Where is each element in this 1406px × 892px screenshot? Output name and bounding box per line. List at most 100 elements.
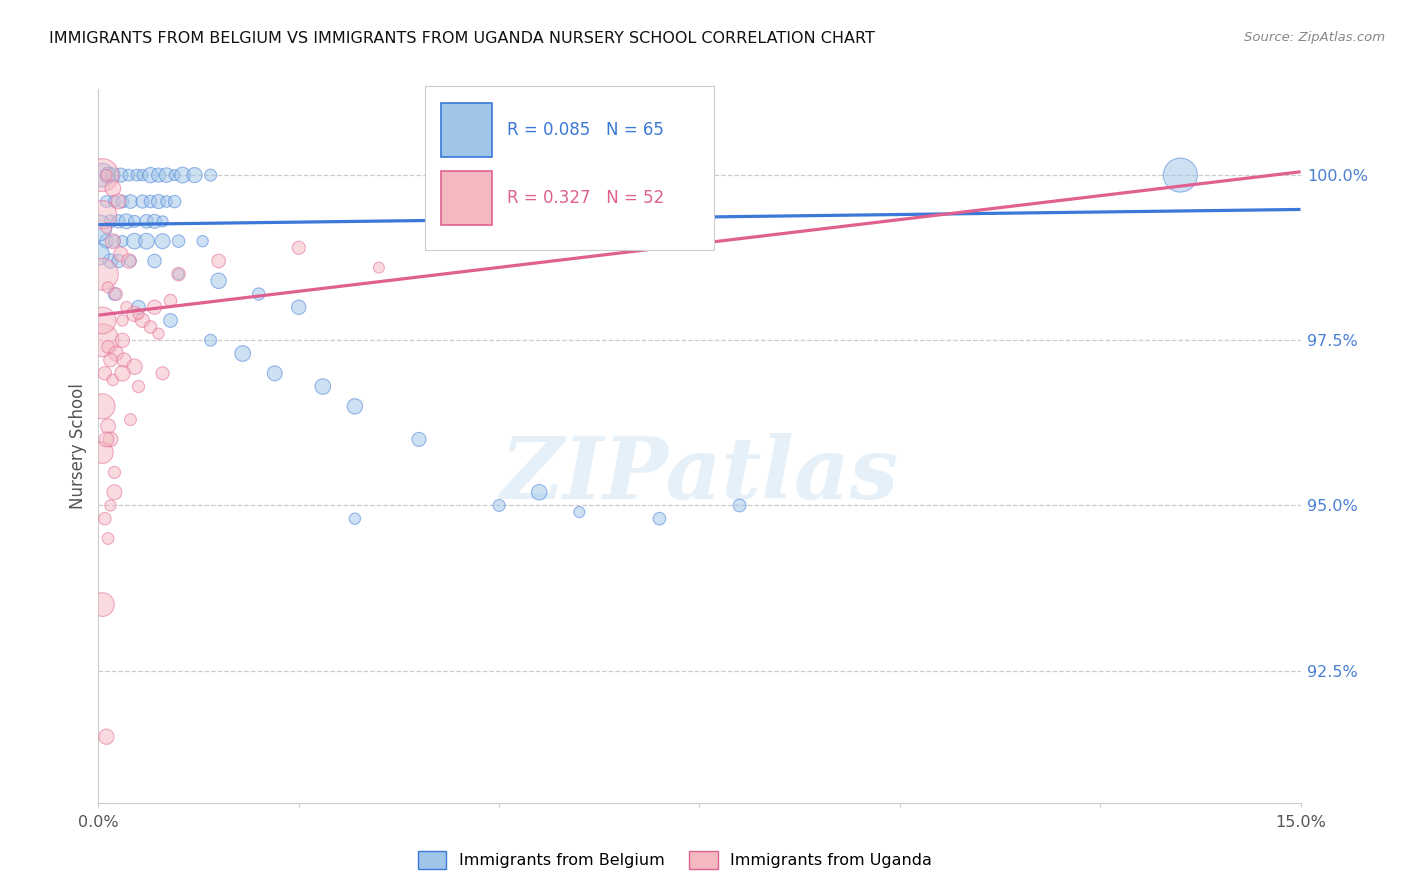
Point [263, 367, 285, 381]
Point [115, 214, 138, 228]
Point [120, 194, 142, 209]
Point [105, 346, 128, 360]
Text: R = 0.327   N = 52: R = 0.327 N = 52 [508, 189, 665, 207]
Point [110, 168, 132, 182]
Point [97, 280, 120, 294]
Point [135, 234, 157, 248]
Point [96, 168, 118, 182]
Point [200, 333, 222, 347]
Point [159, 313, 181, 327]
Point [148, 326, 170, 341]
Point [648, 511, 671, 525]
FancyBboxPatch shape [426, 86, 714, 250]
Text: IMMIGRANTS FROM BELGIUM VS IMMIGRANTS FROM UGANDA NURSERY SCHOOL CORRELATION CHA: IMMIGRANTS FROM BELGIUM VS IMMIGRANTS FR… [49, 31, 875, 46]
Point [120, 412, 142, 426]
Point [167, 234, 190, 248]
Point [167, 267, 190, 281]
Text: 0.0%: 0.0% [79, 814, 118, 830]
Point [100, 214, 122, 228]
Point [101, 168, 124, 182]
Point [148, 194, 170, 209]
Text: R = 0.085   N = 65: R = 0.085 N = 65 [508, 121, 664, 139]
Point [124, 359, 146, 374]
Point [111, 333, 134, 347]
Point [111, 367, 134, 381]
Point [343, 511, 366, 525]
Point [1170, 168, 1192, 182]
Point [139, 168, 162, 182]
Point [408, 433, 430, 447]
Point [91, 168, 114, 182]
Point [100, 499, 122, 513]
Point [368, 260, 391, 275]
Point [728, 499, 751, 513]
Point [488, 499, 510, 513]
Point [152, 367, 174, 381]
Point [87, 221, 110, 235]
Point [191, 234, 214, 248]
Point [110, 247, 132, 261]
Point [111, 313, 134, 327]
Y-axis label: Nursery School: Nursery School [69, 383, 87, 509]
Point [107, 254, 129, 268]
Point [96, 433, 118, 447]
Point [91, 313, 114, 327]
Point [101, 181, 124, 195]
Point [128, 307, 150, 321]
Point [143, 254, 166, 268]
Legend: Immigrants from Belgium, Immigrants from Uganda: Immigrants from Belgium, Immigrants from… [411, 845, 939, 875]
Point [97, 532, 120, 546]
Point [139, 194, 162, 209]
Point [97, 340, 120, 354]
Point [155, 194, 177, 209]
Point [96, 194, 118, 209]
Point [208, 274, 231, 288]
Point [97, 419, 120, 434]
Point [183, 168, 205, 182]
Point [94, 511, 117, 525]
Point [131, 194, 153, 209]
Point [101, 373, 124, 387]
Text: ZIPatlas: ZIPatlas [501, 433, 898, 516]
Point [118, 254, 141, 268]
Point [124, 214, 146, 228]
Point [232, 346, 254, 360]
Point [143, 214, 166, 228]
Point [124, 307, 146, 321]
Point [148, 168, 170, 182]
Point [111, 194, 134, 209]
Point [568, 505, 591, 519]
Point [100, 254, 122, 268]
Point [111, 234, 134, 248]
Point [97, 168, 120, 182]
Point [131, 313, 153, 327]
Point [100, 353, 122, 368]
Point [120, 254, 142, 268]
Point [112, 353, 135, 368]
Text: Source: ZipAtlas.com: Source: ZipAtlas.com [1244, 31, 1385, 45]
Point [91, 333, 114, 347]
Point [312, 379, 335, 393]
Point [172, 168, 194, 182]
Point [94, 367, 117, 381]
Point [96, 221, 118, 235]
Point [103, 466, 125, 480]
Point [200, 168, 222, 182]
Point [529, 485, 551, 500]
Point [91, 400, 114, 414]
Point [91, 267, 114, 281]
Point [103, 287, 125, 301]
Point [96, 730, 118, 744]
Point [107, 214, 129, 228]
Point [288, 300, 311, 314]
Point [128, 379, 150, 393]
Point [139, 320, 162, 334]
Point [87, 247, 110, 261]
Point [163, 168, 186, 182]
Point [131, 168, 153, 182]
Point [96, 234, 118, 248]
Point [107, 194, 129, 209]
Point [155, 168, 177, 182]
Bar [441, 171, 492, 225]
Point [163, 194, 186, 209]
